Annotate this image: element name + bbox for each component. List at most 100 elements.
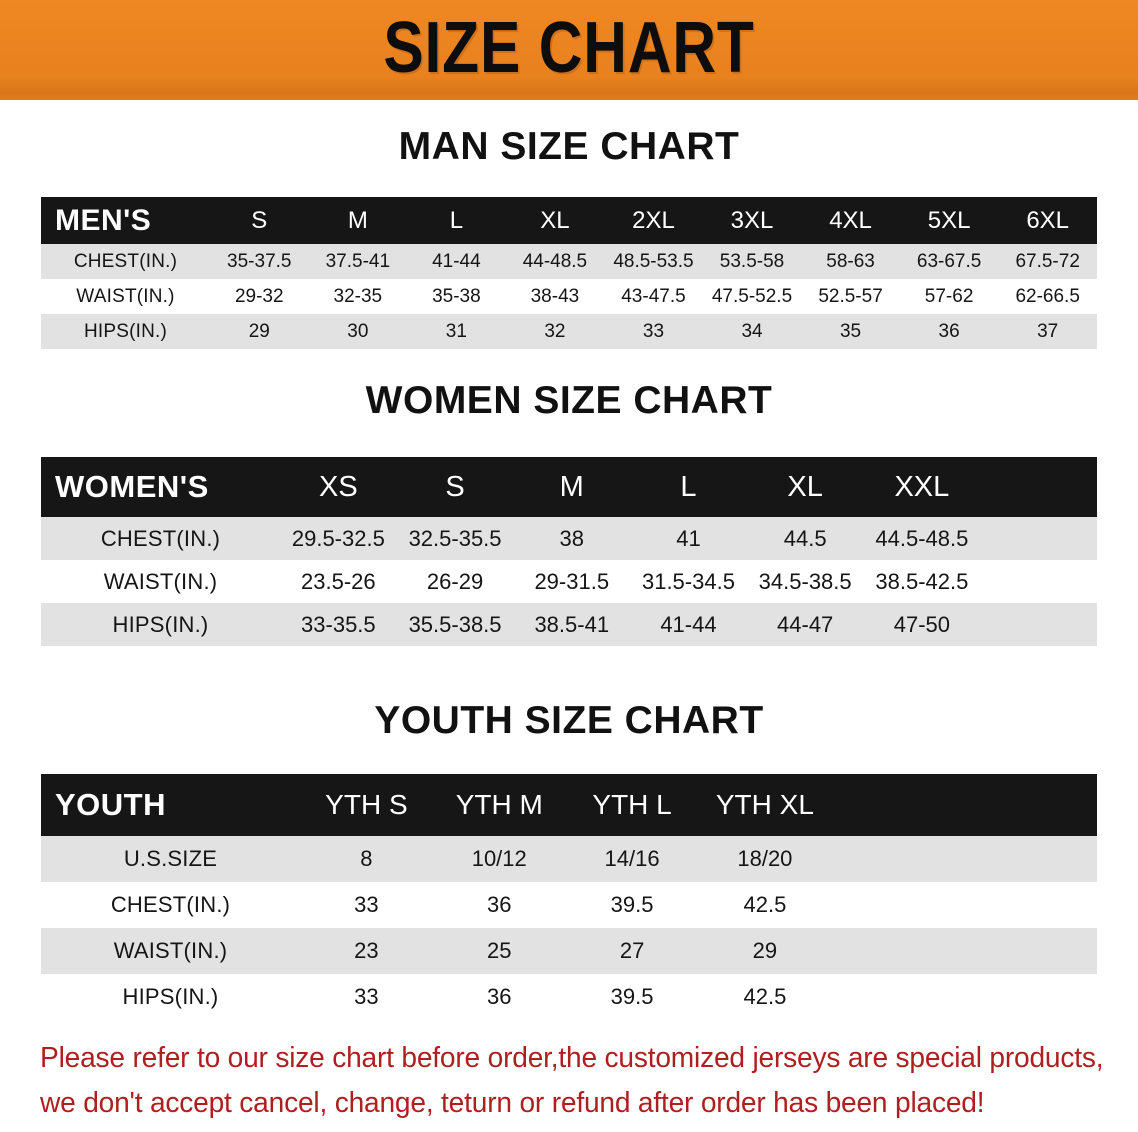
youth-measurement-cell: 8 — [300, 836, 433, 882]
youth-table: YOUTH YTH S YTH M YTH L YTH XL U.S.SIZE 8 10/12… — [41, 774, 1097, 1020]
youth-column-header: YTH XL — [698, 774, 832, 836]
man-column-header: XL — [505, 197, 605, 244]
man-measurement-cell: 30 — [308, 314, 408, 349]
women-measurement-cell: 47-50 — [863, 603, 981, 646]
women-measurement-cell: 41-44 — [630, 603, 747, 646]
youth-measurement-cell: 39.5 — [565, 974, 699, 1020]
women-cell-spacer — [980, 603, 1097, 646]
women-section-title: WOMEN SIZE CHART — [365, 379, 773, 422]
women-column-header: XXL — [863, 457, 981, 517]
youth-row-label: WAIST(IN.) — [41, 928, 300, 974]
man-measurement-cell: 37.5-41 — [308, 244, 408, 279]
women-measurement-cell: 23.5-26 — [280, 560, 397, 603]
man-measurement-cell: 29-32 — [210, 279, 309, 314]
women-measurement-cell: 32.5-35.5 — [396, 517, 514, 560]
man-measurement-cell: 31 — [407, 314, 506, 349]
youth-header-row: YOUTH YTH S YTH M YTH L YTH XL — [41, 774, 1097, 836]
women-row-label: HIPS(IN.) — [41, 603, 280, 646]
man-measurement-cell: 32-35 — [308, 279, 408, 314]
man-column-header: M — [308, 197, 408, 244]
man-measurement-cell: 47.5-52.5 — [702, 279, 802, 314]
man-measurement-cell: 33 — [604, 314, 703, 349]
man-table: MEN'S S M L XL 2XL 3XL 4XL 5XL 6XL CHEST(IN.) 35-37… — [41, 197, 1097, 349]
women-column-header: L — [630, 457, 747, 517]
disclaimer-text: Please refer to our size chart before or… — [40, 1036, 1104, 1126]
man-column-header: 2XL — [604, 197, 703, 244]
man-measurement-cell: 36 — [899, 314, 999, 349]
youth-cell-spacer — [964, 974, 1097, 1020]
man-row-label: HIPS(IN.) — [41, 314, 210, 349]
table-row: WAIST(IN.) 23.5-26 26-29 29-31.5 31.5-34.5 34… — [41, 560, 1097, 603]
youth-measurement-cell: 10/12 — [432, 836, 566, 882]
youth-column-header: YTH M — [432, 774, 566, 836]
man-measurement-cell: 53.5-58 — [702, 244, 802, 279]
women-measurement-cell: 34.5-38.5 — [746, 560, 864, 603]
youth-measurement-cell: 42.5 — [698, 882, 832, 928]
table-row: HIPS(IN.) 33-35.5 35.5-38.5 38.5-41 41-44 44-… — [41, 603, 1097, 646]
women-measurement-cell: 44.5 — [746, 517, 864, 560]
women-cell-spacer — [980, 560, 1097, 603]
youth-measurement-cell: 27 — [565, 928, 699, 974]
youth-size-chart-table: YOUTH YTH S YTH M YTH L YTH XL U.S.SIZE 8 10/12… — [41, 774, 1097, 1020]
youth-column-header: YTH S — [300, 774, 433, 836]
man-measurement-cell: 41-44 — [407, 244, 506, 279]
man-measurement-cell: 32 — [505, 314, 605, 349]
youth-measurement-cell: 33 — [300, 882, 433, 928]
women-measurement-cell: 44.5-48.5 — [863, 517, 981, 560]
table-row: U.S.SIZE 8 10/12 14/16 18/20 — [41, 836, 1097, 882]
man-header-row: MEN'S S M L XL 2XL 3XL 4XL 5XL 6XL — [41, 197, 1097, 244]
man-row-label: CHEST(IN.) — [41, 244, 210, 279]
women-table: WOMEN'S XS S M L XL XXL CHEST(IN.) 29.5-32.5 32.5… — [41, 457, 1097, 646]
youth-cell-spacer — [831, 928, 965, 974]
women-corner-label: WOMEN'S — [41, 457, 280, 517]
women-measurement-cell: 38 — [513, 517, 631, 560]
man-table-body: MEN'S S M L XL 2XL 3XL 4XL 5XL 6XL CHEST(IN.) 35-37… — [41, 197, 1097, 349]
women-measurement-cell: 44-47 — [746, 603, 864, 646]
man-measurement-cell: 63-67.5 — [899, 244, 999, 279]
youth-corner-label: YOUTH — [41, 774, 300, 836]
man-column-header: 6XL — [998, 197, 1097, 244]
youth-measurement-cell: 23 — [300, 928, 433, 974]
man-measurement-cell: 35 — [801, 314, 900, 349]
women-cell-spacer — [980, 517, 1097, 560]
women-column-header: M — [513, 457, 631, 517]
man-column-header: S — [210, 197, 309, 244]
man-section-title: MAN SIZE CHART — [398, 125, 740, 168]
youth-cell-spacer — [831, 836, 965, 882]
man-measurement-cell: 48.5-53.5 — [604, 244, 703, 279]
youth-measurement-cell: 42.5 — [698, 974, 832, 1020]
youth-measurement-cell: 36 — [432, 882, 566, 928]
youth-cell-spacer — [964, 882, 1097, 928]
women-header-spacer — [980, 457, 1097, 517]
table-row: HIPS(IN.) 29 30 31 32 33 34 35 36 37 — [41, 314, 1097, 349]
women-measurement-cell: 26-29 — [396, 560, 514, 603]
man-measurement-cell: 62-66.5 — [998, 279, 1097, 314]
youth-measurement-cell: 14/16 — [565, 836, 699, 882]
man-measurement-cell: 52.5-57 — [801, 279, 900, 314]
women-measurement-cell: 29-31.5 — [513, 560, 631, 603]
youth-measurement-cell: 33 — [300, 974, 433, 1020]
table-row: WAIST(IN.) 23 25 27 29 — [41, 928, 1097, 974]
youth-measurement-cell: 36 — [432, 974, 566, 1020]
table-row: CHEST(IN.) 29.5-32.5 32.5-35.5 38 41 44.5 44.5… — [41, 517, 1097, 560]
youth-measurement-cell: 39.5 — [565, 882, 699, 928]
women-measurement-cell: 29.5-32.5 — [280, 517, 397, 560]
man-measurement-cell: 58-63 — [801, 244, 900, 279]
youth-cell-spacer — [964, 836, 1097, 882]
youth-table-body: YOUTH YTH S YTH M YTH L YTH XL U.S.SIZE 8 10/12… — [41, 774, 1097, 1020]
man-size-chart-table: MEN'S S M L XL 2XL 3XL 4XL 5XL 6XL CHEST(IN.) 35-37… — [41, 197, 1097, 349]
women-row-label: WAIST(IN.) — [41, 560, 280, 603]
women-column-header: S — [396, 457, 514, 517]
women-measurement-cell: 38.5-41 — [513, 603, 631, 646]
man-measurement-cell: 37 — [998, 314, 1097, 349]
youth-cell-spacer — [831, 882, 965, 928]
man-column-header: L — [407, 197, 506, 244]
youth-column-header: YTH L — [565, 774, 699, 836]
man-column-header: 4XL — [801, 197, 900, 244]
youth-measurement-cell: 25 — [432, 928, 566, 974]
women-size-chart-table: WOMEN'S XS S M L XL XXL CHEST(IN.) 29.5-32.5 32.5… — [41, 457, 1097, 646]
women-measurement-cell: 33-35.5 — [280, 603, 397, 646]
youth-row-label: CHEST(IN.) — [41, 882, 300, 928]
man-measurement-cell: 43-47.5 — [604, 279, 703, 314]
youth-row-label: HIPS(IN.) — [41, 974, 300, 1020]
